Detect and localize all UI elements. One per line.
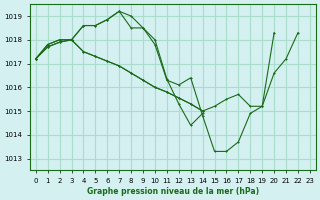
X-axis label: Graphe pression niveau de la mer (hPa): Graphe pression niveau de la mer (hPa)	[87, 187, 259, 196]
